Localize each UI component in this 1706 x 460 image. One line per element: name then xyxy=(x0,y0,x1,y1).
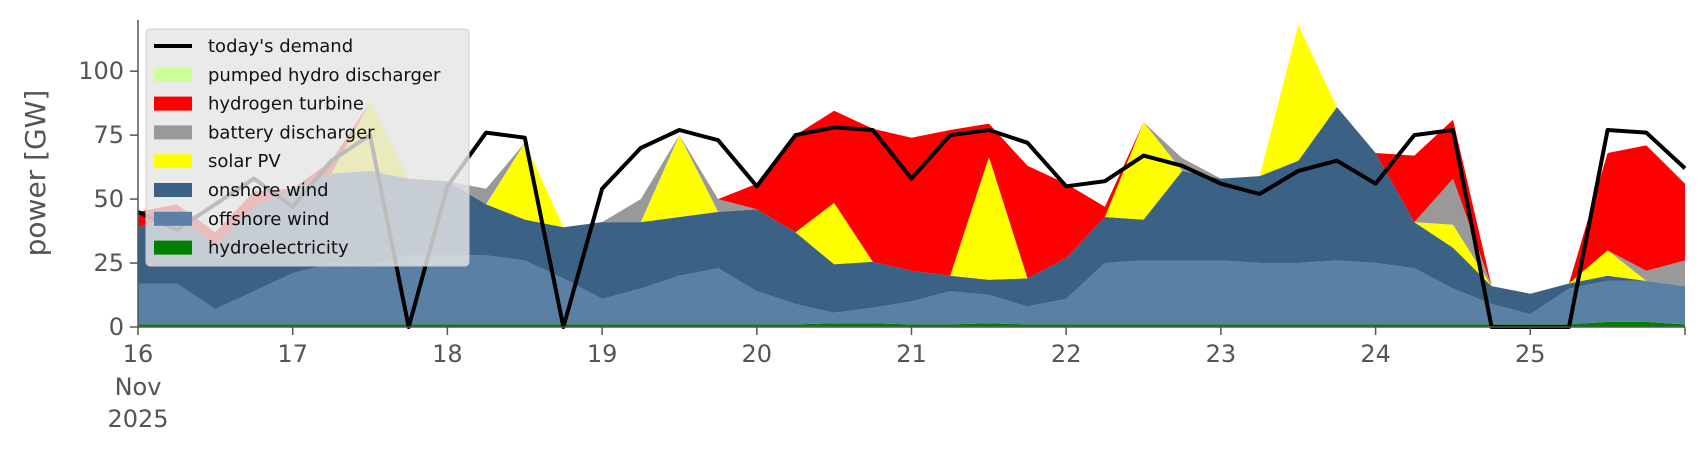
y-tick-label: 100 xyxy=(78,57,124,85)
stacked-areas xyxy=(138,25,1685,327)
area-hydroelectricity xyxy=(138,321,1685,327)
legend-swatch-hydroelectricity xyxy=(154,240,192,255)
legend-label-battery-discharger: battery discharger xyxy=(208,122,375,143)
legend-label-solar-pv: solar PV xyxy=(208,151,281,172)
legend-label-offshore-wind: offshore wind xyxy=(208,209,330,230)
x-tick-label: 22 xyxy=(1051,340,1082,368)
legend-label-today-s-demand: today's demand xyxy=(208,36,353,57)
y-tick-label: 0 xyxy=(109,313,124,341)
legend: today's demand pumped hydro discharger hyd… xyxy=(145,28,470,267)
legend-swatch-onshore-wind xyxy=(154,183,192,197)
legend-swatch-hydrogen-turbine xyxy=(154,96,192,111)
axes: 0 25 50 75 100 16 Nov 2025 17 18 19 20 21 22 23 24 25 xyxy=(78,20,1686,433)
x-tick-date-line: Nov xyxy=(115,373,162,401)
legend-label-onshore-wind: onshore wind xyxy=(208,180,329,201)
legend-swatch-battery-discharger xyxy=(154,125,192,140)
y-tick-label: 50 xyxy=(93,185,124,213)
legend-box xyxy=(145,28,470,267)
area-hydrogen-turbine xyxy=(138,25,1685,294)
x-tick-label: 16 xyxy=(123,340,154,368)
area-offshore-wind xyxy=(138,255,1685,325)
legend-label-hydroelectricity: hydroelectricity xyxy=(208,238,349,259)
legend-swatch-solar-pv xyxy=(154,154,192,169)
area-solar-pv xyxy=(138,25,1685,294)
legend-swatch-offshore-wind xyxy=(154,211,192,226)
x-tick-label: 25 xyxy=(1515,340,1546,368)
x-tick-label: 20 xyxy=(742,340,773,368)
x-tick-label: 24 xyxy=(1360,340,1391,368)
x-tick-label: 18 xyxy=(432,340,463,368)
x-tick-label: 21 xyxy=(896,340,927,368)
legend-swatch-pumped-hydro-discharger xyxy=(154,67,192,82)
y-axis-label: power [GW] xyxy=(19,90,52,257)
x-tick-label: 17 xyxy=(277,340,308,368)
x-tick-date-line: 2025 xyxy=(107,405,168,433)
x-tick-label: 19 xyxy=(587,340,618,368)
x-tick-label: 23 xyxy=(1206,340,1237,368)
y-tick-label: 75 xyxy=(93,121,124,149)
area-onshore-wind xyxy=(138,107,1685,315)
legend-label-hydrogen-turbine: hydrogen turbine xyxy=(208,94,364,115)
legend-label-pumped-hydro-discharger: pumped hydro discharger xyxy=(208,65,441,86)
y-tick-label: 25 xyxy=(93,249,124,277)
